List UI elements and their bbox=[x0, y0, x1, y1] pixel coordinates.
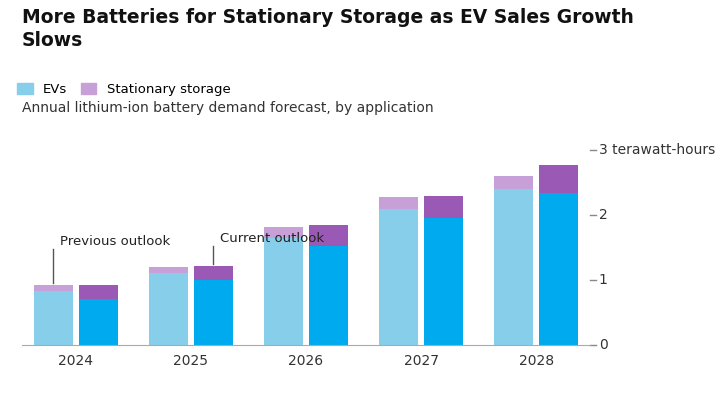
Bar bbox=[539, 166, 578, 192]
Text: 1: 1 bbox=[599, 273, 608, 287]
Legend: EVs, Stationary storage: EVs, Stationary storage bbox=[17, 83, 231, 96]
Text: Annual lithium-ion battery demand forecast, by application: Annual lithium-ion battery demand foreca… bbox=[22, 101, 433, 115]
Bar bbox=[423, 196, 464, 218]
Bar bbox=[379, 197, 418, 209]
Bar bbox=[309, 225, 348, 246]
Text: 0: 0 bbox=[599, 337, 608, 352]
Bar bbox=[148, 267, 189, 273]
Text: More Batteries for Stationary Storage as EV Sales Growth
Slows: More Batteries for Stationary Storage as… bbox=[22, 8, 634, 50]
Bar bbox=[539, 192, 578, 345]
Bar bbox=[264, 227, 303, 238]
Bar bbox=[34, 291, 73, 345]
Bar bbox=[194, 266, 233, 280]
Bar bbox=[379, 209, 418, 345]
Bar bbox=[194, 280, 233, 345]
Bar bbox=[494, 189, 534, 345]
Text: Current outlook: Current outlook bbox=[220, 232, 324, 245]
Text: 3 terawatt-hours: 3 terawatt-hours bbox=[599, 143, 715, 158]
Text: Previous outlook: Previous outlook bbox=[60, 235, 170, 248]
Bar bbox=[494, 176, 534, 189]
Bar bbox=[78, 299, 118, 345]
Bar bbox=[423, 218, 464, 345]
Bar bbox=[309, 246, 348, 345]
Bar bbox=[34, 285, 73, 291]
Text: 2: 2 bbox=[599, 208, 608, 222]
Bar bbox=[78, 285, 118, 299]
Bar bbox=[148, 273, 189, 345]
Bar bbox=[264, 238, 303, 345]
